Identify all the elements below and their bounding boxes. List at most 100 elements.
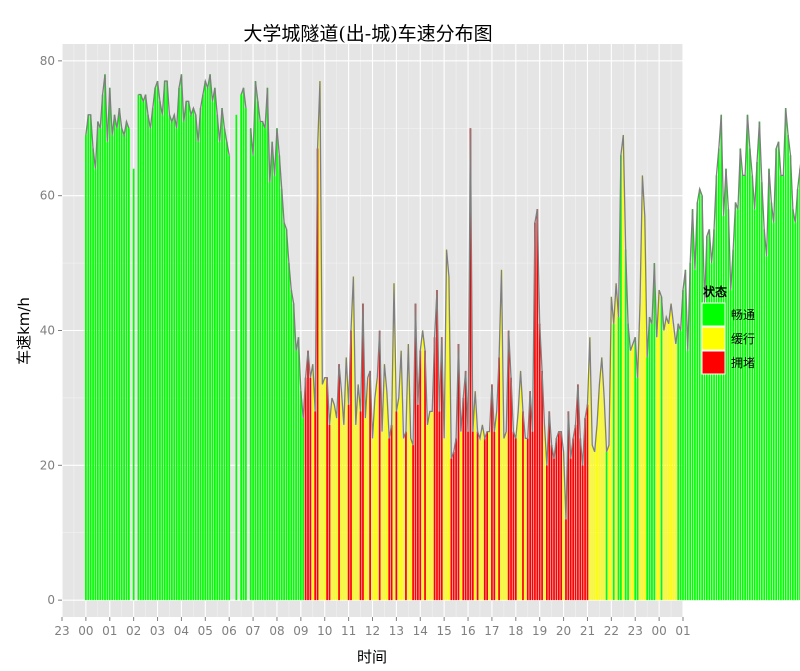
speed-bar [144, 94, 147, 601]
x-tick-label: 11 [341, 624, 356, 638]
x-tick-label: 03 [150, 624, 165, 638]
speed-bar [409, 438, 412, 601]
speed-bar [171, 121, 173, 601]
x-tick-label: 04 [174, 624, 189, 638]
speed-bar [440, 337, 443, 601]
speed-bar [512, 431, 515, 601]
speed-bar [696, 202, 699, 601]
x-tick-label: 20 [556, 624, 571, 638]
speed-bar [452, 451, 455, 601]
speed-bar [173, 114, 176, 601]
speed-bar [701, 195, 703, 601]
speed-bar [770, 202, 773, 601]
y-tick-label: 0 [47, 593, 55, 607]
x-tick-label: 18 [508, 624, 523, 638]
speed-bar [340, 391, 343, 601]
x-tick-label: 05 [198, 624, 213, 638]
speed-bar [85, 135, 87, 601]
speed-bar [462, 397, 465, 601]
speed-bar [433, 337, 436, 601]
speed-bar [536, 209, 539, 601]
speed-bar [488, 431, 491, 601]
speed-bar [182, 121, 185, 601]
speed-bar [132, 168, 135, 601]
speed-bar [359, 411, 362, 601]
speed-line-segment [240, 87, 247, 109]
speed-bar [629, 350, 632, 601]
speed-bar [691, 209, 694, 601]
speed-bar [483, 438, 486, 601]
speed-bar [342, 424, 345, 601]
x-tick-label: 21 [580, 624, 595, 638]
speed-bar [636, 377, 639, 601]
x-tick-label: 06 [222, 624, 237, 638]
speed-bar [634, 337, 637, 601]
speed-bar [794, 222, 797, 601]
speed-bar [591, 445, 594, 601]
speed-bar [256, 101, 259, 601]
speed-bar [385, 391, 388, 601]
speed-bar [311, 364, 314, 601]
speed-bar [139, 94, 142, 601]
y-tick-label: 40 [40, 324, 55, 338]
speed-bar [402, 438, 405, 601]
speed-bar [784, 108, 787, 601]
speed-bar [266, 87, 269, 601]
speed-bar [108, 87, 111, 601]
speed-bar [228, 155, 231, 601]
speed-bar [278, 155, 281, 601]
speed-bar [722, 215, 725, 601]
speed-bar [765, 256, 768, 601]
speed-bar [498, 357, 500, 601]
speed-bar [202, 94, 204, 601]
speed-bar [421, 330, 424, 601]
speed-bar [326, 377, 328, 601]
speed-bar [190, 114, 192, 601]
speed-bar [608, 445, 610, 601]
legend-key [701, 326, 726, 351]
speed-bar [214, 87, 216, 601]
x-tick-label: 10 [317, 624, 332, 638]
speed-bar [627, 323, 629, 601]
speed-bar [445, 249, 448, 601]
speed-bar [605, 451, 608, 601]
speed-bar [273, 175, 276, 601]
speed-bar [395, 411, 398, 601]
x-tick-label: 00 [651, 624, 666, 638]
speed-bar [639, 303, 641, 601]
speed-line [85, 74, 800, 520]
speed-bar [261, 121, 264, 601]
speed-bar [304, 377, 307, 601]
y-axis-title: 车速km/h [15, 297, 33, 365]
speed-bar [588, 337, 591, 601]
speed-bar [514, 438, 517, 601]
speed-bar [749, 148, 751, 601]
speed-bar [493, 431, 496, 601]
speed-bar [364, 418, 367, 601]
speed-bar [577, 384, 579, 601]
speed-bar [567, 411, 570, 601]
speed-bar [598, 384, 601, 601]
speed-bar [474, 391, 477, 601]
speed-bar [161, 114, 164, 601]
speed-bar [660, 296, 663, 601]
y-axis: 0 20 40 60 80 [40, 54, 62, 607]
x-axis-title: 时间 [357, 648, 387, 666]
speed-bar [323, 377, 326, 601]
x-tick-label: 01 [102, 624, 117, 638]
speed-bar [486, 431, 489, 601]
speed-bar [548, 411, 551, 601]
speed-bar [460, 431, 462, 601]
speed-bar [787, 135, 789, 601]
speed-bar [710, 263, 713, 601]
speed-bar [672, 323, 675, 601]
speed-bar [450, 458, 453, 601]
speed-bar [99, 128, 102, 601]
speed-bar [703, 303, 706, 601]
speed-bar [333, 404, 336, 601]
x-axis: 23 00 01 02 03 04 05 06 07 08 09 10 11 12 13 14 15 16 17 18… [54, 617, 691, 638]
speed-bar [686, 350, 689, 601]
speed-bar [782, 175, 785, 601]
x-tick-label: 00 [78, 624, 93, 638]
